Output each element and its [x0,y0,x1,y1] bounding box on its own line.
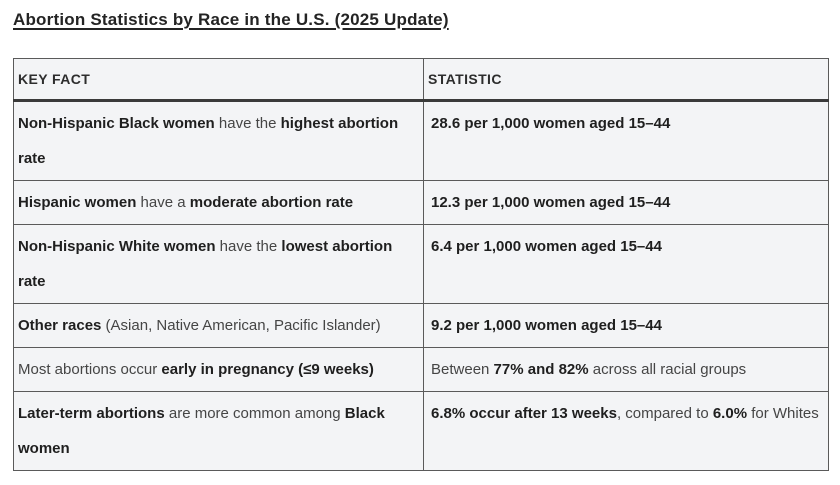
text-segment: are more common among [164,405,345,422]
statistic-cell: 6.8% occur after 13 weeks, compared to 6… [423,391,829,471]
statistic-cell: Between 77% and 82% across all racial gr… [423,347,829,392]
table-row: Hispanic women have a moderate abortion … [13,180,829,225]
column-header-statistic: STATISTIC [423,58,829,102]
table-row: Most abortions occur early in pregnancy … [13,347,829,392]
column-header-key-fact: KEY FACT [13,58,424,102]
bold-text-segment: 12.3 per 1,000 women aged 15–44 [431,194,671,211]
statistic-cell: 6.4 per 1,000 women aged 15–44 [423,224,829,304]
text-segment: have the [215,238,282,255]
bold-text-segment: Later-term abortions [18,405,165,422]
table-row: Later-term abortions are more common amo… [13,391,829,471]
key-fact-cell: Hispanic women have a moderate abortion … [13,180,424,225]
bold-text-segment: Hispanic women [18,194,137,211]
key-fact-cell: Most abortions occur early in pregnancy … [13,347,424,392]
bold-text-segment: 6.4 per 1,000 women aged 15–44 [431,238,662,255]
bold-text-segment: highest abortion rate [18,115,399,167]
bold-text-segment: early in pregnancy (≤9 weeks) [161,361,374,378]
text-segment: for Whites [747,405,819,422]
bold-text-segment: 9.2 per 1,000 women aged 15–44 [431,317,662,334]
table-row: Non-Hispanic Black women have the highes… [13,100,829,181]
bold-text-segment: Black women [18,405,385,457]
text-segment: have the [214,115,281,132]
statistic-cell: 9.2 per 1,000 women aged 15–44 [423,303,829,348]
text-segment: , compared to [616,405,713,422]
text-segment: across all racial groups [588,361,747,378]
table-row: Non-Hispanic White women have the lowest… [13,224,829,304]
bold-text-segment: Other races [18,317,102,334]
bold-text-segment: lowest abortion rate [18,238,393,290]
key-fact-cell: Later-term abortions are more common amo… [13,391,424,471]
bold-text-segment: 77% and 82% [493,361,589,378]
statistic-cell: 28.6 per 1,000 women aged 15–44 [423,100,829,181]
text-segment: Most abortions occur [18,361,162,378]
key-fact-cell: Non-Hispanic White women have the lowest… [13,224,424,304]
text-segment: (Asian, Native American, Pacific Islande… [101,317,381,334]
text-segment: have a [136,194,190,211]
text-segment: Between [431,361,494,378]
bold-text-segment: Non-Hispanic Black women [18,115,215,132]
bold-text-segment: 6.8% occur after 13 weeks [431,405,617,422]
bold-text-segment: 6.0% [712,405,748,422]
key-fact-cell: Other races (Asian, Native American, Pac… [13,303,424,348]
bold-text-segment: moderate abortion rate [189,194,354,211]
table-header-row: KEY FACT STATISTIC [13,58,829,102]
page-title: Abortion Statistics by Race in the U.S. … [13,10,449,29]
bold-text-segment: 28.6 per 1,000 women aged 15–44 [431,115,671,132]
table-row: Other races (Asian, Native American, Pac… [13,303,829,348]
abortion-statistics-table: KEY FACT STATISTIC Non-Hispanic Black wo… [13,58,829,471]
bold-text-segment: Non-Hispanic White women [18,238,216,255]
statistic-cell: 12.3 per 1,000 women aged 15–44 [423,180,829,225]
key-fact-cell: Non-Hispanic Black women have the highes… [13,100,424,181]
